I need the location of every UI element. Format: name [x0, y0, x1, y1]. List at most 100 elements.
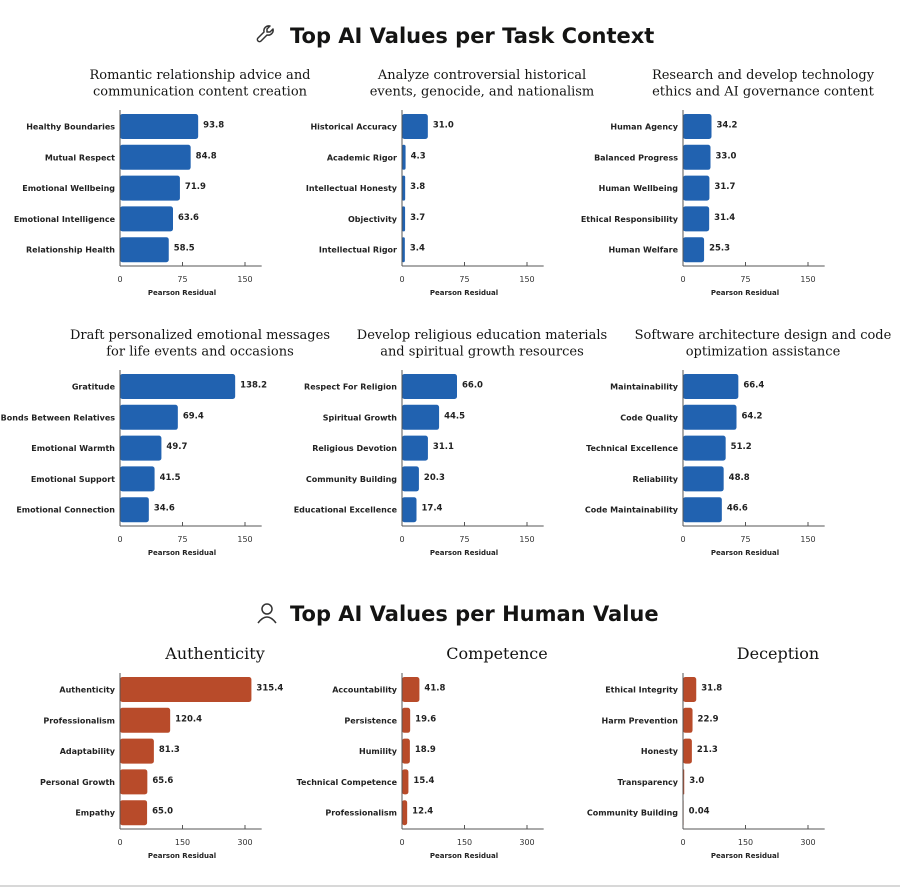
wrench-icon — [256, 25, 274, 43]
value-label: 31.4 — [714, 213, 735, 223]
bar — [120, 237, 169, 263]
chart-title: for life events and occasions — [106, 345, 293, 360]
value-label: 3.8 — [410, 182, 425, 192]
bar — [683, 206, 710, 232]
category-label: Objectivity — [348, 215, 398, 224]
value-label: 58.5 — [174, 244, 195, 254]
x-axis-label: Pearson Residual — [711, 549, 779, 557]
x-tick-label: 150 — [237, 275, 252, 284]
category-label: Gratitude — [72, 383, 116, 392]
bar — [120, 435, 162, 461]
x-axis-label: Pearson Residual — [430, 852, 498, 860]
x-tick-label: 150 — [519, 275, 534, 284]
bar — [402, 435, 428, 461]
value-label: 81.3 — [159, 745, 180, 755]
bar — [683, 114, 712, 139]
category-label: Academic Rigor — [327, 153, 397, 162]
category-label: Reliability — [633, 475, 679, 484]
value-label: 4.3 — [411, 151, 426, 161]
value-label: 46.6 — [727, 504, 748, 514]
value-label: 84.8 — [196, 151, 217, 161]
x-tick-label: 0 — [680, 275, 685, 284]
value-label: 12.4 — [412, 807, 433, 817]
category-label: Spiritual Growth — [323, 413, 398, 422]
x-tick-label: 0 — [117, 535, 122, 544]
value-label: 31.7 — [714, 182, 735, 192]
category-label: Adaptability — [60, 747, 116, 756]
category-label: Mutual Respect — [45, 153, 115, 162]
category-label: Ethical Responsibility — [581, 215, 679, 224]
x-tick-label: 0 — [399, 535, 404, 544]
bar — [683, 738, 692, 764]
chart-title: Competence — [446, 644, 547, 663]
chart-title: Develop religious education materials — [357, 328, 607, 343]
bar — [683, 237, 705, 263]
bar-chart: Software architecture design and code opt… — [585, 328, 892, 557]
category-label: Maintainability — [610, 383, 679, 392]
section-title: Top AI Values per Human Value — [290, 602, 659, 626]
category-label: Respect For Religion — [304, 383, 397, 392]
chart-title: Deception — [737, 644, 819, 663]
category-label: Emotional Intelligence — [14, 215, 116, 224]
bar — [120, 497, 149, 523]
bar — [402, 738, 410, 764]
value-label: 44.5 — [444, 411, 465, 421]
category-label: Transparency — [617, 778, 678, 787]
x-tick-label: 75 — [740, 535, 750, 544]
category-label: Community Building — [306, 475, 397, 484]
value-label: 120.4 — [175, 714, 202, 724]
person-icon — [257, 603, 277, 624]
value-label: 66.4 — [743, 381, 764, 391]
x-tick-label: 75 — [740, 275, 750, 284]
bar — [683, 175, 710, 201]
value-label: 25.3 — [709, 244, 730, 254]
x-tick-label: 0 — [680, 838, 685, 847]
x-tick-label: 75 — [459, 535, 469, 544]
bar-chart: Draft personalized emotional messages for… — [1, 328, 330, 557]
value-label: 22.9 — [698, 714, 719, 724]
x-tick-label: 150 — [800, 535, 815, 544]
x-tick-label: 0 — [399, 275, 404, 284]
value-label: 34.2 — [717, 121, 738, 131]
category-label: Honesty — [641, 747, 679, 756]
value-label: 65.6 — [152, 776, 173, 786]
chart-title: events, genocide, and nationalism — [370, 85, 595, 100]
x-tick-label: 0 — [680, 535, 685, 544]
value-label: 21.3 — [697, 745, 718, 755]
bar — [683, 144, 711, 170]
chart-title: communication content creation — [93, 85, 308, 100]
category-label: Professionalism — [43, 716, 115, 725]
value-label: 0.04 — [689, 807, 710, 817]
bar-chart: Romantic relationship advice and communic… — [14, 68, 311, 297]
value-label: 48.8 — [729, 473, 750, 483]
chart-title: Draft personalized emotional messages — [70, 328, 330, 343]
category-label: Technical Excellence — [586, 444, 679, 453]
bar — [683, 677, 697, 702]
category-label: Educational Excellence — [294, 506, 398, 515]
chart-title: Analyze controversial historical — [377, 68, 586, 83]
category-label: Intellectual Honesty — [306, 184, 398, 193]
bar — [402, 466, 419, 492]
x-axis-label: Pearson Residual — [148, 289, 216, 297]
x-tick-label: 0 — [399, 838, 404, 847]
bar-chart: Develop religious education materials and… — [294, 328, 607, 557]
chart-title: Research and develop technology — [652, 68, 875, 83]
category-label: Intellectual Rigor — [319, 246, 397, 255]
bar-chart: Deception Ethical Integrity 31.8 Harm Preve… — [587, 644, 825, 860]
x-tick-label: 150 — [519, 535, 534, 544]
x-tick-label: 150 — [457, 838, 472, 847]
x-tick-label: 300 — [237, 838, 252, 847]
category-label: Professionalism — [325, 809, 397, 818]
x-axis-label: Pearson Residual — [430, 549, 498, 557]
bar — [120, 175, 180, 201]
category-label: Personal Growth — [40, 778, 115, 787]
bar — [683, 404, 737, 430]
x-tick-label: 150 — [175, 838, 190, 847]
bar — [402, 144, 406, 170]
category-label: Historical Accuracy — [310, 123, 397, 132]
bar — [683, 435, 726, 461]
x-tick-label: 75 — [459, 275, 469, 284]
bar-chart: Authenticity Authenticity 315.4 Professiona… — [40, 644, 283, 860]
category-label: Healthy Boundaries — [26, 123, 115, 132]
